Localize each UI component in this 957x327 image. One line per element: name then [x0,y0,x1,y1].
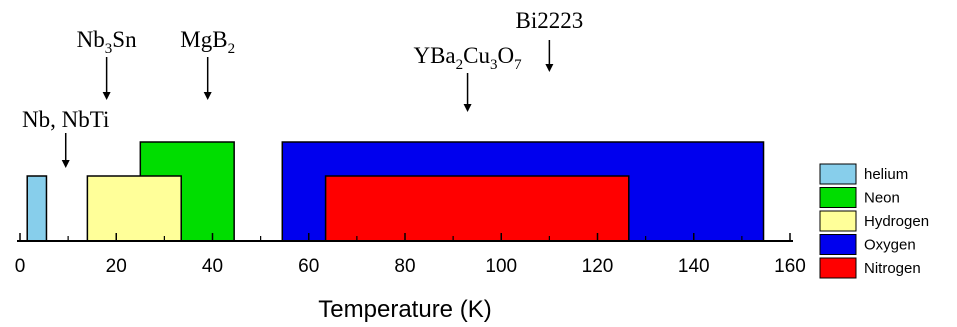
bar-hydrogen [86,175,182,242]
x-tick-label: 40 [202,256,223,277]
material-label: Bi2223 [516,8,584,33]
legend-label-nitrogen: Nitrogen [864,260,921,277]
material-label: Nb3Sn [77,27,137,57]
legend-swatch-oxygen [819,234,857,255]
bar-helium [26,175,48,242]
x-tick-label: 0 [15,256,26,277]
legend: helium Neon Hydrogen Oxygen Nitrogen [819,163,929,279]
legend-swatch-neon [819,187,857,208]
legend-label-helium: helium [864,166,908,183]
legend-label-oxygen: Oxygen [864,237,916,254]
annotation-arrow-head [61,160,70,168]
x-axis-ticks: 0 20 40 60 80 100 120 140 160 [15,233,806,277]
x-axis-label: Temperature (K) [318,296,491,323]
x-tick-label: 100 [485,256,517,277]
legend-label-hydrogen: Hydrogen [864,213,929,230]
x-tick-label: 120 [582,256,614,277]
annotation-arrow-head [102,92,111,100]
material-label: Nb, NbTi [22,107,109,132]
annotation-arrow-head [545,64,554,72]
x-tick-label: 160 [774,256,806,277]
legend-swatch-hydrogen [819,210,857,232]
annotation-arrow-head [203,92,212,100]
legend-label-neon: Neon [864,190,900,207]
material-annotations: Nb, NbTi Nb3Sn MgB2 YBa2Cu3O7 Bi2223 [22,8,583,168]
legend-swatch-helium [819,163,857,185]
bars-layer [26,141,765,242]
bar-nitrogen [324,175,630,242]
annotation-arrow-head [463,104,472,112]
x-tick-label: 60 [298,256,319,277]
x-tick-label: 140 [678,256,710,277]
material-label: MgB2 [180,27,235,57]
legend-swatch-nitrogen [819,257,857,279]
x-tick-label: 80 [394,256,415,277]
material-label: YBa2Cu3O7 [413,43,522,73]
x-tick-label: 20 [106,256,127,277]
